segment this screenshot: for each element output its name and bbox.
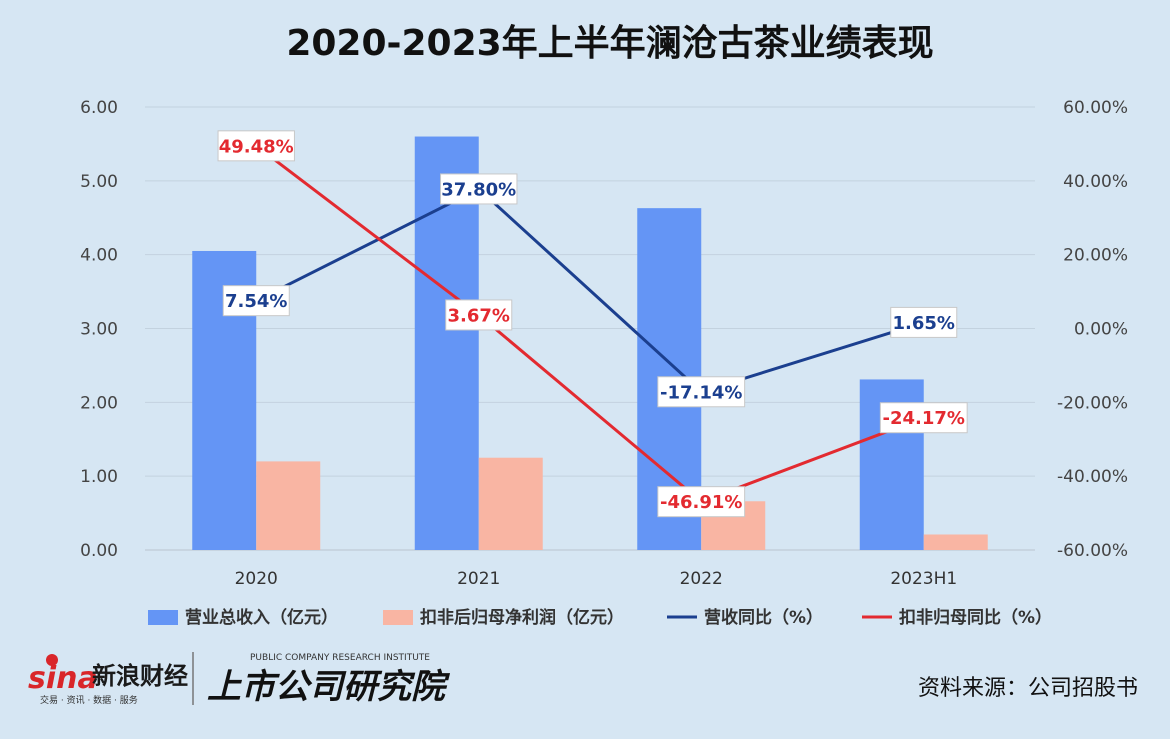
sina-logo-text: sina: [28, 661, 98, 696]
right-tick-label: 60.00%: [1063, 98, 1128, 118]
net-profit-yoy-label: 49.48%: [217, 130, 295, 162]
data-label-box: [217, 130, 295, 162]
left-axis-ticks: 0.00 1.00 2.00 3.00 4.00 5.00 6.00: [80, 98, 118, 561]
bars: [192, 136, 988, 551]
legend: 营业总收入（亿元） 扣非后归母净利润（亿元） 营收同比（%） 扣非归母同比（%）: [148, 607, 1052, 628]
net-profit-yoy-label: 3.67%: [445, 299, 513, 331]
category-label: 2021: [457, 569, 500, 589]
category-label: 2022: [680, 569, 723, 589]
right-axis-ticks: -60.00% -40.00% -20.00% 0.00% 20.00% 40.00% 60…: [1057, 98, 1128, 561]
data-label-box: [890, 306, 958, 338]
data-label-text: 1.65%: [893, 313, 955, 334]
data-label-text: 37.80%: [441, 179, 516, 200]
bar-net-profit: [478, 457, 543, 550]
right-tick-label: -40.00%: [1057, 467, 1128, 487]
lines: [255, 144, 925, 504]
legend-label: 营业总收入（亿元）: [185, 607, 338, 628]
revenue-yoy-line: [255, 187, 925, 394]
revenue-yoy-label: 7.54%: [222, 285, 290, 317]
sina-brand-name: 新浪财经: [92, 662, 188, 690]
right-tick-label: 20.00%: [1063, 246, 1128, 266]
data-label-box: [445, 299, 513, 331]
sina-finance-logo: sina 新浪财经 交易 · 资讯 · 数据 · 服务: [28, 654, 188, 706]
revenue-yoy-label: 1.65%: [890, 306, 958, 338]
research-institute-logo: PUBLIC COMPANY RESEARCH INSTITUTE 上市公司研究…: [207, 653, 451, 707]
data-label-box: [222, 285, 290, 317]
research-chinese-name: 上市公司研究院: [207, 667, 451, 707]
data-label-text: 3.67%: [448, 305, 510, 326]
legend-swatch: [148, 610, 178, 625]
data-label-box: [657, 376, 746, 408]
data-label-text: -17.14%: [660, 382, 742, 403]
sina-tagline: 交易 · 资讯 · 数据 · 服务: [40, 694, 138, 706]
bar-net-profit: [923, 534, 988, 550]
left-tick-label: 0.00: [80, 541, 118, 561]
category-labels: 2020 2021 2022 2023H1: [235, 569, 958, 589]
sina-eye-icon: [46, 654, 58, 666]
data-label-box: [440, 173, 518, 205]
legend-label: 营收同比（%）: [704, 607, 823, 628]
bar-net-profit: [256, 461, 321, 550]
legend-swatch: [383, 610, 413, 625]
net-profit-yoy-label: -24.17%: [879, 402, 968, 434]
revenue-yoy-label: -17.14%: [657, 376, 746, 408]
data-label-text: 49.48%: [219, 136, 294, 157]
net-profit-yoy-line: [255, 144, 925, 504]
category-label: 2020: [235, 569, 278, 589]
right-tick-label: -60.00%: [1057, 541, 1128, 561]
legend-label: 扣非归母同比（%）: [899, 607, 1052, 628]
right-tick-label: 0.00%: [1074, 320, 1128, 340]
source-note: 资料来源：公司招股书: [918, 676, 1138, 701]
left-tick-label: 1.00: [80, 467, 118, 487]
left-tick-label: 2.00: [80, 393, 118, 413]
data-label-text: -46.91%: [660, 492, 742, 513]
category-label: 2023H1: [890, 569, 957, 589]
net-profit-yoy-label: -46.91%: [657, 486, 746, 518]
legend-label: 扣非后归母净利润（亿元）: [420, 607, 624, 628]
chart-title: 2020-2023年上半年澜沧古茶业绩表现: [286, 23, 933, 64]
data-label-box: [657, 486, 746, 518]
data-label-text: 7.54%: [225, 291, 287, 312]
left-tick-label: 3.00: [80, 320, 118, 340]
revenue-yoy-label: 37.80%: [440, 173, 518, 205]
left-tick-label: 6.00: [80, 98, 118, 118]
data-label-box: [879, 402, 968, 434]
research-english-name: PUBLIC COMPANY RESEARCH INSTITUTE: [250, 653, 430, 663]
data-label-text: -24.17%: [883, 408, 965, 429]
right-tick-label: 40.00%: [1063, 172, 1128, 192]
data-labels: 7.54% 37.80% -17.14% 1.65% 49.48% 3.67% -46.91…: [217, 130, 968, 518]
left-tick-label: 5.00: [80, 172, 118, 192]
right-tick-label: -20.00%: [1057, 393, 1128, 413]
left-tick-label: 4.00: [80, 246, 118, 266]
